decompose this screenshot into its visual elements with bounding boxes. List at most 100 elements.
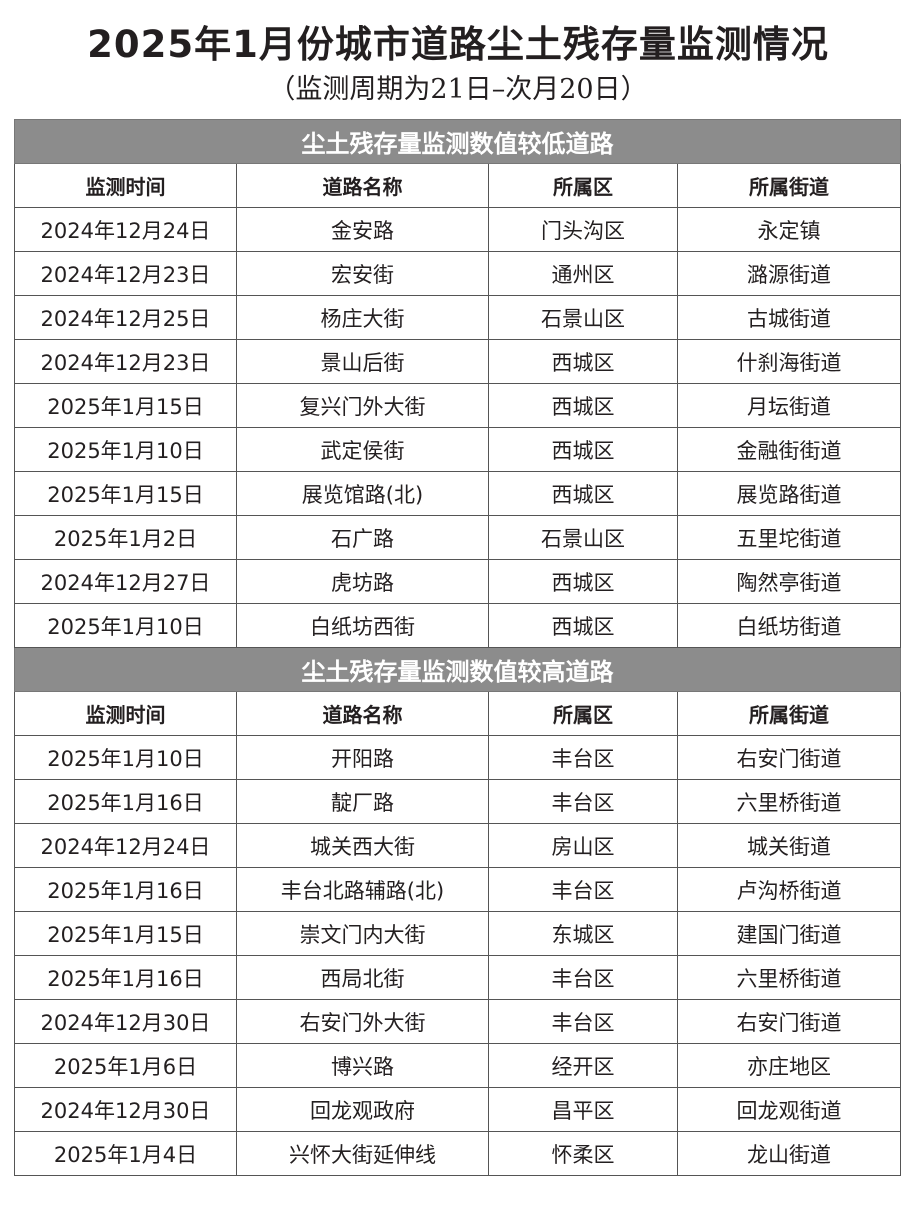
column-header-subdistrict: 所属街道 — [677, 691, 901, 736]
column-header-row: 监测时间 道路名称 所属区 所属街道 — [14, 691, 901, 736]
cell-subdistrict: 六里桥街道 — [677, 955, 901, 1000]
cell-subdistrict: 月坛街道 — [677, 383, 901, 428]
cell-date: 2024年12月30日 — [14, 999, 237, 1044]
table-row: 2025年1月10日 武定侯街 西城区 金融街街道 — [14, 427, 901, 472]
cell-subdistrict: 右安门街道 — [677, 999, 901, 1044]
table-row: 2025年1月15日 崇文门内大街 东城区 建国门街道 — [14, 911, 901, 956]
table-row: 2024年12月30日 回龙观政府 昌平区 回龙观街道 — [14, 1087, 901, 1132]
table-row: 2025年1月15日 展览馆路(北) 西城区 展览路街道 — [14, 471, 901, 516]
cell-date: 2024年12月27日 — [14, 559, 237, 604]
cell-district: 西城区 — [488, 427, 678, 472]
cell-road: 崇文门内大街 — [236, 911, 489, 956]
cell-road: 金安路 — [236, 207, 489, 252]
cell-district: 丰台区 — [488, 735, 678, 780]
cell-subdistrict: 展览路街道 — [677, 471, 901, 516]
cell-subdistrict: 古城街道 — [677, 295, 901, 340]
table-row: 2025年1月16日 丰台北路辅路(北) 丰台区 卢沟桥街道 — [14, 867, 901, 912]
cell-subdistrict: 城关街道 — [677, 823, 901, 868]
cell-road: 博兴路 — [236, 1043, 489, 1088]
cell-road: 杨庄大街 — [236, 295, 489, 340]
table-row: 2025年1月10日 开阳路 丰台区 右安门街道 — [14, 735, 901, 780]
cell-date: 2025年1月16日 — [14, 955, 237, 1000]
cell-district: 东城区 — [488, 911, 678, 956]
table-row: 2025年1月16日 西局北街 丰台区 六里桥街道 — [14, 955, 901, 1000]
column-header-road: 道路名称 — [236, 163, 489, 208]
cell-subdistrict: 六里桥街道 — [677, 779, 901, 824]
cell-date: 2024年12月30日 — [14, 1087, 237, 1132]
cell-subdistrict: 建国门街道 — [677, 911, 901, 956]
cell-date: 2025年1月10日 — [14, 427, 237, 472]
cell-date: 2024年12月23日 — [14, 339, 237, 384]
cell-subdistrict: 亦庄地区 — [677, 1043, 901, 1088]
section-heading: 尘土残存量监测数值较低道路 — [14, 119, 901, 164]
cell-subdistrict: 永定镇 — [677, 207, 901, 252]
table-row: 2025年1月2日 石广路 石景山区 五里坨街道 — [14, 515, 901, 560]
cell-district: 西城区 — [488, 559, 678, 604]
cell-subdistrict: 陶然亭街道 — [677, 559, 901, 604]
table-row: 2025年1月10日 白纸坊西街 西城区 白纸坊街道 — [14, 603, 901, 648]
cell-subdistrict: 白纸坊街道 — [677, 603, 901, 648]
cell-road: 复兴门外大街 — [236, 383, 489, 428]
cell-district: 经开区 — [488, 1043, 678, 1088]
cell-subdistrict: 金融街街道 — [677, 427, 901, 472]
cell-road: 靛厂路 — [236, 779, 489, 824]
cell-road: 右安门外大街 — [236, 999, 489, 1044]
table-row: 2024年12月30日 右安门外大街 丰台区 右安门街道 — [14, 999, 901, 1044]
cell-road: 丰台北路辅路(北) — [236, 867, 489, 912]
table-row: 2024年12月23日 景山后街 西城区 什刹海街道 — [14, 339, 901, 384]
cell-district: 门头沟区 — [488, 207, 678, 252]
cell-district: 西城区 — [488, 471, 678, 516]
column-header-district: 所属区 — [488, 163, 678, 208]
cell-district: 昌平区 — [488, 1087, 678, 1132]
table-row: 2025年1月6日 博兴路 经开区 亦庄地区 — [14, 1043, 901, 1088]
cell-road: 西局北街 — [236, 955, 489, 1000]
cell-date: 2024年12月24日 — [14, 823, 237, 868]
cell-road: 开阳路 — [236, 735, 489, 780]
page-title: 2025年1月份城市道路尘土残存量监测情况 — [87, 23, 829, 66]
cell-date: 2025年1月15日 — [14, 383, 237, 428]
cell-date: 2025年1月16日 — [14, 779, 237, 824]
table-row: 2024年12月24日 城关西大街 房山区 城关街道 — [14, 823, 901, 868]
column-header-date: 监测时间 — [14, 691, 237, 736]
cell-road: 城关西大街 — [236, 823, 489, 868]
column-header-road: 道路名称 — [236, 691, 489, 736]
cell-road: 石广路 — [236, 515, 489, 560]
cell-date: 2024年12月24日 — [14, 207, 237, 252]
cell-district: 西城区 — [488, 339, 678, 384]
table-row: 2025年1月15日 复兴门外大街 西城区 月坛街道 — [14, 383, 901, 428]
page-subtitle: （监测周期为21日–次月20日） — [268, 74, 648, 105]
cell-district: 西城区 — [488, 603, 678, 648]
cell-road: 景山后街 — [236, 339, 489, 384]
cell-date: 2025年1月10日 — [14, 603, 237, 648]
table-row: 2024年12月24日 金安路 门头沟区 永定镇 — [14, 207, 901, 252]
table-row: 2025年1月16日 靛厂路 丰台区 六里桥街道 — [14, 779, 901, 824]
section-heading-row: 尘土残存量监测数值较低道路 — [14, 119, 901, 164]
cell-road: 回龙观政府 — [236, 1087, 489, 1132]
cell-date: 2025年1月15日 — [14, 911, 237, 956]
column-header-row: 监测时间 道路名称 所属区 所属街道 — [14, 163, 901, 208]
cell-district: 石景山区 — [488, 295, 678, 340]
cell-date: 2025年1月2日 — [14, 515, 237, 560]
cell-district: 丰台区 — [488, 867, 678, 912]
table-row: 2025年1月4日 兴怀大街延伸线 怀柔区 龙山街道 — [14, 1131, 901, 1176]
cell-district: 房山区 — [488, 823, 678, 868]
cell-district: 丰台区 — [488, 955, 678, 1000]
cell-subdistrict: 潞源街道 — [677, 251, 901, 296]
table-row: 2024年12月27日 虎坊路 西城区 陶然亭街道 — [14, 559, 901, 604]
cell-date: 2025年1月16日 — [14, 867, 237, 912]
cell-subdistrict: 卢沟桥街道 — [677, 867, 901, 912]
cell-subdistrict: 右安门街道 — [677, 735, 901, 780]
cell-district: 丰台区 — [488, 779, 678, 824]
cell-district: 丰台区 — [488, 999, 678, 1044]
column-header-subdistrict: 所属街道 — [677, 163, 901, 208]
cell-date: 2024年12月23日 — [14, 251, 237, 296]
column-header-district: 所属区 — [488, 691, 678, 736]
cell-road: 白纸坊西街 — [236, 603, 489, 648]
cell-district: 怀柔区 — [488, 1131, 678, 1176]
cell-date: 2025年1月4日 — [14, 1131, 237, 1176]
cell-subdistrict: 龙山街道 — [677, 1131, 901, 1176]
table-row: 2024年12月25日 杨庄大街 石景山区 古城街道 — [14, 295, 901, 340]
cell-district: 通州区 — [488, 251, 678, 296]
cell-road: 武定侯街 — [236, 427, 489, 472]
cell-district: 西城区 — [488, 383, 678, 428]
